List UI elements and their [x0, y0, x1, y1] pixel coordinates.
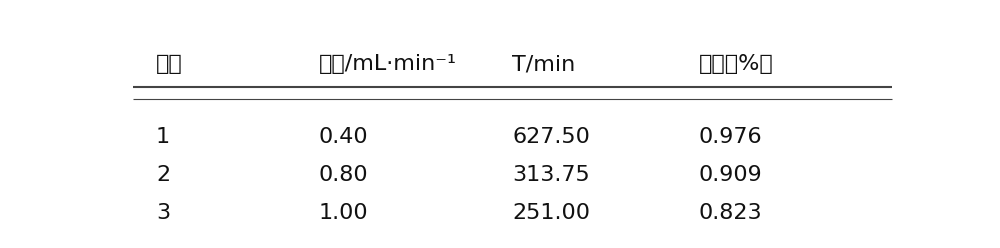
Text: 3: 3 — [156, 203, 170, 223]
Text: 0.823: 0.823 — [698, 203, 762, 223]
Text: 627.50: 627.50 — [512, 127, 590, 147]
Text: 0.40: 0.40 — [319, 127, 368, 147]
Text: 0.976: 0.976 — [698, 127, 762, 147]
Text: 2: 2 — [156, 165, 170, 185]
Text: 1: 1 — [156, 127, 170, 147]
Text: 0.80: 0.80 — [319, 165, 368, 185]
Text: 流速/mL·min⁻¹: 流速/mL·min⁻¹ — [319, 54, 457, 74]
Text: 1.00: 1.00 — [319, 203, 368, 223]
Text: 313.75: 313.75 — [512, 165, 590, 185]
Text: 251.00: 251.00 — [512, 203, 590, 223]
Text: T/min: T/min — [512, 54, 576, 74]
Text: 产率（%）: 产率（%） — [698, 54, 773, 74]
Text: 0.909: 0.909 — [698, 165, 762, 185]
Text: 序号: 序号 — [156, 54, 183, 74]
